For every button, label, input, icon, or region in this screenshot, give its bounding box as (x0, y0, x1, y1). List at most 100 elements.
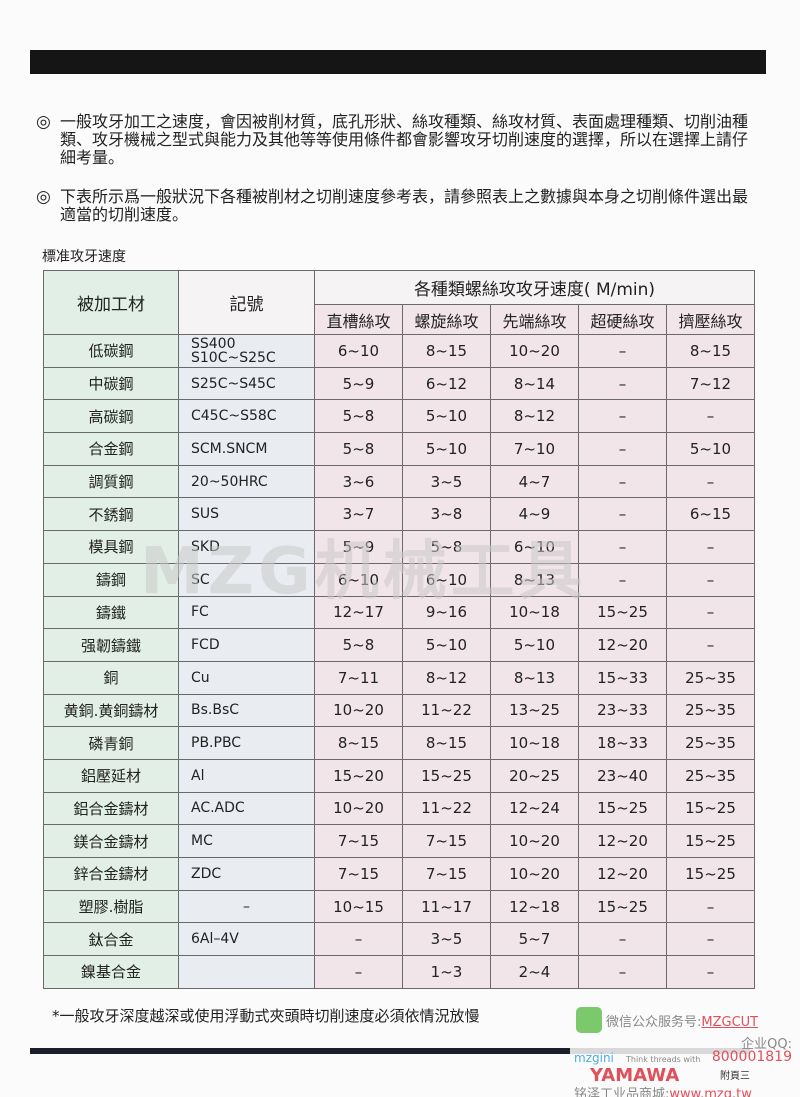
speed-cell: 15~25 (666, 791, 755, 826)
speed-cell: – (666, 889, 755, 924)
header-code: 記號 (178, 270, 315, 335)
speed-cell: – (666, 399, 755, 434)
speed-cell: 25~35 (666, 758, 755, 793)
speed-cell: 8~12 (490, 399, 579, 434)
speed-cell: – (666, 628, 755, 662)
speed-cell: 12~17 (314, 595, 403, 630)
material-cell: 模具鋼 (43, 530, 179, 564)
speed-cell: – (578, 432, 667, 466)
speed-cell: 15~33 (578, 660, 667, 695)
brand: mzgini (574, 1051, 614, 1065)
speed-cell: 12~24 (490, 791, 579, 826)
speed-cell: 25~35 (666, 660, 755, 695)
code-cell: Al (178, 758, 315, 793)
material-cell: 鑄鋼 (43, 562, 179, 597)
code-cell (178, 955, 315, 989)
speed-cell: 12~18 (490, 889, 579, 924)
speed-cell: – (578, 562, 667, 597)
speed-cell: 15~25 (578, 791, 667, 826)
code-cell: – (178, 889, 315, 924)
speed-cell: 4~9 (490, 497, 579, 532)
speed-cell: 12~20 (578, 857, 667, 891)
speed-cell: – (578, 399, 667, 434)
speed-cell: 6~10 (402, 562, 491, 597)
speed-cell: 20~25 (490, 758, 579, 793)
column-header: 擠壓絲攻 (666, 304, 755, 335)
material-cell: 鎂合金鑄材 (43, 824, 179, 858)
table-row: 不銹鋼 SUS 3~7 3~8 4~9–6~15 (43, 497, 755, 532)
column-header: 先端絲攻 (490, 304, 579, 335)
column-header: 螺旋絲攻 (402, 304, 491, 335)
material-cell: 低碳鋼 (43, 334, 179, 368)
speed-cell: 8~15 (666, 334, 755, 368)
ad-overlay: 微信公众服务号:MZGCUT 企业QQ: mzgini Think thread… (570, 1003, 800, 1097)
code-cell: MC (178, 824, 315, 858)
speed-cell: 23~33 (578, 693, 667, 728)
speed-cell: 7~12 (666, 366, 755, 401)
speed-cell: 15~25 (666, 857, 755, 891)
header-bar (30, 50, 766, 74)
wechat-id-link[interactable]: MZGCUT (701, 1015, 759, 1030)
speed-cell: 7~15 (314, 824, 403, 858)
header-material: 被加工材 (43, 270, 179, 335)
speed-cell: 25~35 (666, 726, 755, 760)
speed-cell: 13~25 (490, 693, 579, 728)
speed-cell: – (578, 366, 667, 401)
speed-cell: 15~20 (314, 758, 403, 793)
speed-cell: 10~20 (490, 824, 579, 858)
column-header: 直槽絲攻 (314, 304, 403, 335)
page-label: 附頁三 (720, 1071, 750, 1082)
speed-cell: 15~25 (666, 824, 755, 858)
table-row: 鑄鋼 SC 6~10 6~10 8~13– – (43, 562, 755, 597)
speed-cell: 3~5 (402, 922, 491, 957)
tapping-speed-table: 被加工材 記號 各種類螺絲攻攻牙速度( M/min) 直槽絲攻 螺旋絲攻 先端絲攻超… (43, 270, 755, 989)
material-cell: 合金鋼 (43, 432, 179, 466)
column-header: 超硬絲攻 (578, 304, 667, 335)
table-row: 鎂合金鑄材 MC 7~15 7~15 10~20 12~20 15~25 (43, 824, 755, 858)
qq-number: 800001819 (711, 1049, 792, 1065)
speed-cell: 10~20 (314, 693, 403, 728)
speed-cell: 11~22 (402, 693, 491, 728)
table-row: 塑膠.樹脂 –10~15 11~17 12~18 15~25– (43, 889, 755, 924)
table-row: 鑄鐵 FC 12~17 9~16 10~18 15~25– (43, 595, 755, 630)
speed-cell: – (578, 530, 667, 564)
code-cell: 6Al–4V (178, 922, 315, 957)
site-link[interactable]: www.mzg.tw (669, 1087, 752, 1097)
material-cell: 鑄鐵 (43, 595, 179, 630)
speed-cell: 8~12 (402, 660, 491, 695)
table-row: 中碳鋼 S25C~S45C 5~9 6~12 8~14–7~12 (43, 366, 755, 401)
table-row: 鋁壓延材 Al 15~20 15~25 20~25 23~40 25~35 (43, 758, 755, 793)
table-row: 高碳鋼 C45C~S58C 5~8 5~10 8~12– – (43, 399, 755, 434)
material-cell: 鋅合金鑄材 (43, 857, 179, 891)
speed-cell: 5~8 (314, 432, 403, 466)
speed-cell: 5~10 (402, 628, 491, 662)
material-cell: 調質鋼 (43, 464, 179, 499)
speed-cell: – (314, 955, 403, 989)
wechat-icon (576, 1007, 602, 1033)
speed-cell: – (666, 562, 755, 597)
speed-cell: 5~8 (314, 628, 403, 662)
speed-cell: – (578, 922, 667, 957)
code-cell: Bs.BsC (178, 693, 315, 728)
code-cell: PB.PBC (178, 726, 315, 760)
footnote: *一般攻牙深度越深或使用浮動式夾頭時切削速度必須依情況放慢 (52, 1007, 480, 1025)
table-row: 强韌鑄鐵 FCD 5~8 5~10 5~10 12~20– (43, 628, 755, 662)
material-cell: 不銹鋼 (43, 497, 179, 532)
code-cell: SC (178, 562, 315, 597)
speed-cell: 15~25 (578, 595, 667, 630)
speed-cell: 18~33 (578, 726, 667, 760)
speed-cell: – (314, 922, 403, 957)
speed-cell: – (666, 955, 755, 989)
bullet-icon: ◎ (36, 112, 51, 132)
speed-cell: 5~9 (314, 366, 403, 401)
speed-cell: 6~10 (490, 530, 579, 564)
speed-cell: 7~11 (314, 660, 403, 695)
speed-cell: 12~20 (578, 824, 667, 858)
speed-cell: – (578, 464, 667, 499)
speed-cell: 6~15 (666, 497, 755, 532)
code-cell: Cu (178, 660, 315, 695)
watermark: MZG机械工具 (140, 535, 587, 609)
speed-cell: – (578, 955, 667, 989)
footer-bar (30, 1048, 750, 1054)
